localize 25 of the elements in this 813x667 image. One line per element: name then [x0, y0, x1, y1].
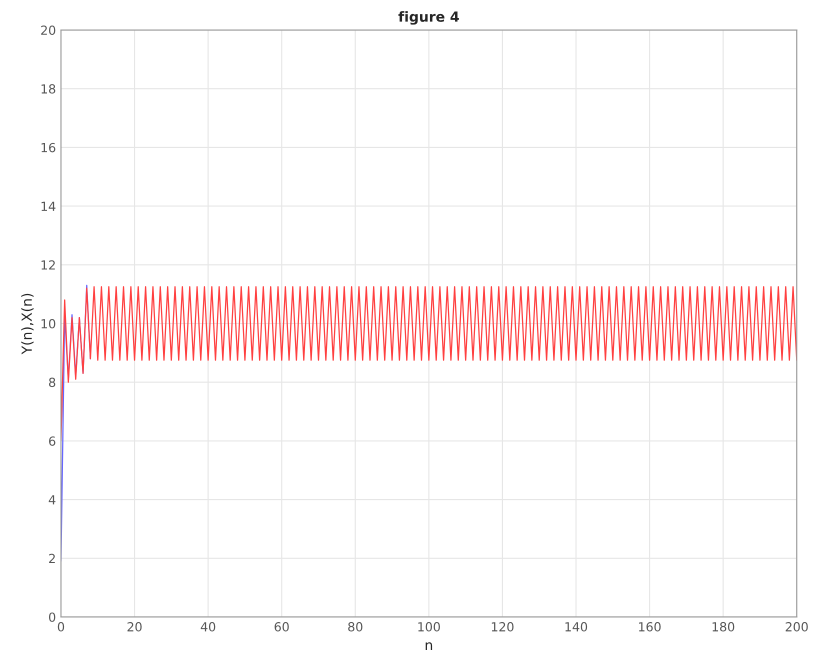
y-tick-label: 16	[42, 142, 56, 152]
x-tick-label: 40	[200, 622, 216, 632]
y-tick-label: 14	[42, 202, 56, 211]
y-tick-label: 20	[41, 25, 56, 35]
y-tick-label: 10	[42, 318, 56, 328]
x-tick-label: 200	[786, 622, 808, 632]
x-tick-label: 160	[639, 622, 661, 632]
x-tick-label: 20	[128, 622, 142, 632]
x-tick-label: 80	[348, 622, 362, 632]
x-tick-label: 180	[712, 622, 734, 632]
x-tick-label: 0	[58, 622, 64, 632]
x-tick-label: 120	[492, 622, 514, 632]
x-tick-label: 100	[418, 622, 440, 632]
y-tick-label: 0	[48, 612, 56, 622]
x-axis-title: n	[426, 642, 432, 650]
y-axis-title: Y(n),X(n)	[21, 294, 34, 354]
x-tick-label: 60	[274, 622, 289, 632]
y-tick-label: 4	[48, 495, 56, 504]
y-tick-label: 2	[49, 554, 55, 564]
y-tick-label: 6	[49, 436, 56, 446]
x-tick-label: 140	[565, 622, 588, 632]
y-tick-label: 18	[42, 84, 56, 94]
chart-title: figure 4	[398, 11, 459, 25]
y-tick-label: 8	[49, 378, 56, 388]
y-tick-label: 12	[42, 260, 55, 270]
